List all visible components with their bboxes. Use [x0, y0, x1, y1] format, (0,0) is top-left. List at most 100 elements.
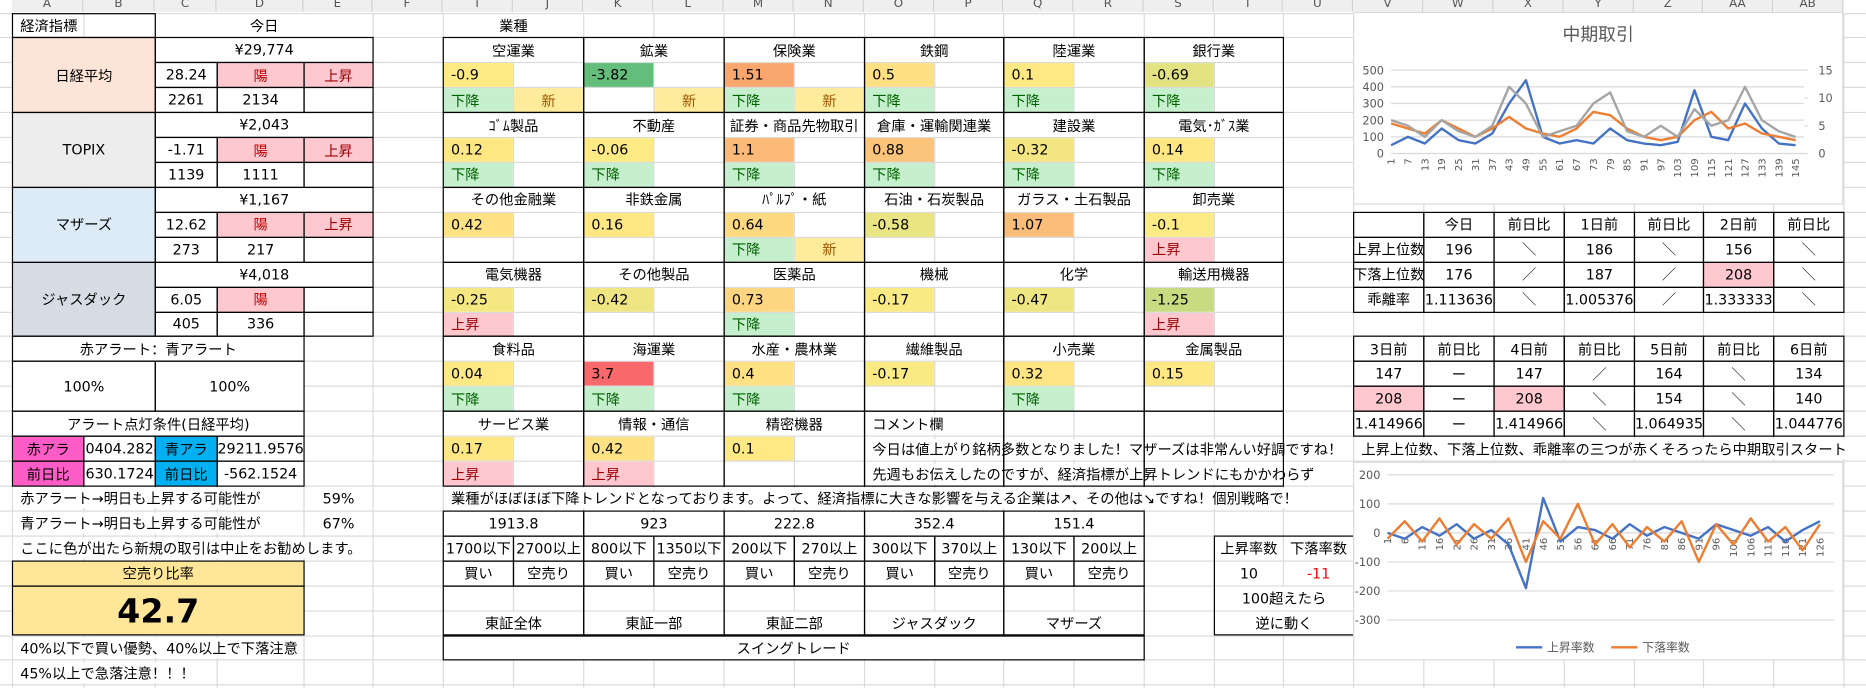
cell: 空運業 [443, 38, 584, 63]
column-header: S [1143, 0, 1214, 12]
cell-text: -1.71 [167, 141, 205, 159]
cell-text: 業種 [499, 17, 528, 35]
cell-text: 上昇 [1151, 241, 1181, 259]
cell-text: 業種がほぼほぼ下降トレンドとなっております。よって、経済指標に大きな影響を与える… [451, 488, 1298, 509]
cell-text: 精密機器 [765, 416, 823, 433]
cell-text: 176 [1445, 266, 1473, 283]
cell-text: 今日は値上がり銘柄多数となりました！マザーズは非常んい好調ですね！ [872, 438, 1343, 459]
cell: 機械 [865, 262, 1004, 287]
cell-text: ー [1451, 416, 1467, 433]
cell-text: 下降 [731, 391, 761, 408]
gridline [0, 62, 1866, 64]
column-header: L [653, 0, 724, 12]
cell: 154 [1635, 387, 1703, 411]
cell: 100% [13, 362, 155, 411]
cell-text: 0.04 [451, 365, 483, 383]
cell-text: 1.414966 [1495, 415, 1564, 433]
cell: 今日は値上がり銘柄多数となりました！マザーズは非常んい好調ですね！ [865, 437, 1343, 461]
cell: 前日比 [13, 461, 84, 486]
cell: 上昇 [443, 461, 513, 486]
y2-tick-label: 5 [1818, 120, 1825, 133]
cell-text: 買い [744, 565, 774, 583]
cell-text: 217 [246, 241, 275, 258]
cell: 147 [1354, 362, 1423, 386]
cell: 新 [794, 88, 864, 113]
cell: 逆に動く [1214, 611, 1354, 635]
cell-text: ／ [1661, 266, 1677, 284]
cell: 日経平均 [13, 38, 155, 113]
cell: 147 [1495, 362, 1564, 386]
cell-text: 1350以下 [656, 540, 722, 558]
cell: 1.1 [724, 138, 794, 162]
cell-text: ¥1,167 [239, 191, 290, 209]
cell-text: 上昇 [451, 465, 480, 483]
cell: -0.58 [865, 212, 935, 237]
cell-text: -0.9 [451, 66, 479, 84]
cell-text: ＼ [1731, 391, 1746, 408]
cell-text: 赤アラート→明日も上昇する可能性が [20, 488, 261, 509]
cell: 2261 [156, 88, 217, 112]
column-header: Y [1563, 0, 1634, 12]
cell-text: 1.005376 [1565, 291, 1634, 308]
column-header: O [863, 0, 935, 12]
column-header: V [1353, 0, 1424, 12]
cell: その他製品 [584, 262, 724, 287]
column-header: P [934, 0, 1004, 12]
column-header: D [216, 0, 304, 12]
cell-text: 800以下 [590, 540, 647, 558]
y-tick-label: 300 [1362, 98, 1384, 111]
column-header: C [154, 0, 217, 12]
x-tick-label: 37 [1488, 158, 1499, 171]
cell-text: 東証全体 [484, 615, 543, 632]
cell: 銀行業 [1144, 38, 1283, 63]
cell-text: 100超えたら [1241, 590, 1327, 608]
cell: 陸運業 [1004, 38, 1144, 63]
cell-text: 不動産 [632, 117, 676, 135]
cell-text: 下降 [731, 92, 761, 110]
cell: 0.1 [724, 436, 794, 461]
cell: 今日 [155, 13, 373, 38]
cell: 上昇 [584, 461, 654, 486]
cell-text: 1.51 [731, 66, 764, 84]
x-tick-label: 55 [1538, 158, 1549, 171]
cell: ／ [1635, 288, 1703, 312]
cell-text: ＼ [1801, 291, 1816, 309]
cell-text: 鉄鋼 [919, 42, 949, 60]
cell-border [303, 87, 374, 114]
cell: -1.25 [1144, 287, 1214, 312]
column-header: U [1282, 0, 1354, 12]
cell: 下降 [443, 88, 513, 113]
cell: 今日 [1424, 213, 1493, 237]
cell-text: 130以下 [1010, 540, 1067, 558]
cell: 151.4 [1004, 511, 1144, 536]
cell-text: 非鉄金属 [625, 192, 683, 209]
cell: ＼ [1774, 238, 1843, 262]
cell-text: 前日比 [1437, 341, 1481, 359]
cell-text: 0.5 [872, 66, 895, 84]
y-tick-label: 100 [1362, 131, 1384, 144]
cell: 下降 [584, 387, 654, 411]
cell-text: 下降 [1151, 167, 1181, 184]
cell-text: 前日比 [1717, 341, 1761, 359]
cell: 208 [1704, 262, 1774, 287]
x-tick-label: 103 [1673, 158, 1684, 177]
x-tick-label: 91 [1694, 538, 1705, 551]
y-tick-label: 400 [1362, 81, 1384, 94]
cell: 下降 [724, 387, 794, 411]
x-tick-label: 1 [1387, 158, 1398, 164]
cell: 繊維製品 [865, 337, 1004, 361]
series-line [1390, 85, 1796, 139]
cell: 上昇 [304, 212, 373, 237]
cell: 29211.9576 [218, 437, 304, 461]
cell-text: 青アラート→明日も上昇する可能性が [20, 513, 261, 534]
cell: サービス業 [443, 412, 584, 436]
cell-text: 下降 [1011, 92, 1041, 110]
cell-text: 273 [172, 241, 200, 258]
cell-text: ジャスダック [41, 291, 127, 309]
y-tick-label: 0 [1377, 148, 1384, 161]
cell-text: ｺﾞﾑ製品 [488, 117, 539, 135]
cell: 208 [1354, 387, 1424, 411]
cell-text: 208 [1375, 390, 1403, 408]
cell-text: 新 [681, 92, 697, 110]
cell: 200以上 [1075, 536, 1144, 560]
